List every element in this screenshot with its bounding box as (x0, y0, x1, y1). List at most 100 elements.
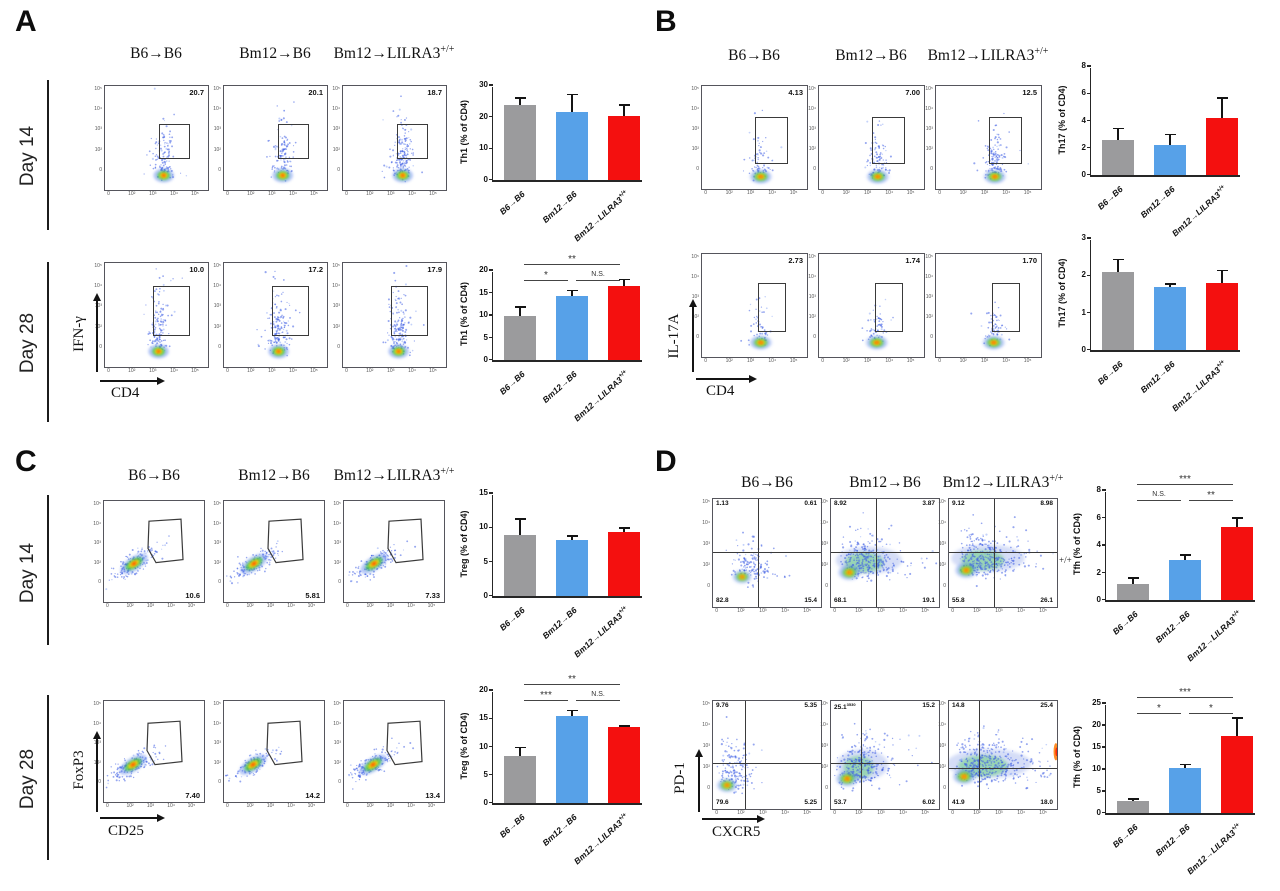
axis-tick-label: 10² (925, 145, 933, 152)
chart-plot-area: Th17 (% of CD4) 0 1 2 3 B6→B6 Bm12→B6 Bm12→LILR… (1057, 234, 1240, 413)
scatter-population (742, 109, 783, 184)
axis-tick (1102, 768, 1106, 770)
axis-tick-label: 10³ (266, 803, 275, 809)
axis-tick-label: 10⁵ (1023, 190, 1032, 196)
scatter-population (716, 716, 763, 795)
panel-letter: A (15, 5, 37, 38)
axis-tick-label: 0 (483, 591, 488, 600)
flow-plot: 17.2 10⁵ 10⁴ 10³ 10² 0 0 10² 10³ 10⁴ 10⁵ (213, 262, 328, 374)
chart-y-axis-label: Th17 (% of CD4) (1057, 258, 1067, 328)
flow-row: 10.0 10⁵ 10⁴ 10³ 10² 0 0 10² 10³ 10⁴ 10⁵ 17.2 10⁵ 10⁴… (94, 262, 447, 374)
axis-tick-label: 10⁴ (691, 106, 699, 113)
axis-tick-label: 10² (246, 603, 254, 609)
flow-x-axis-ticks: 0 10² 10³ 10⁴ 10⁵ (103, 804, 205, 812)
error-bar (1184, 764, 1186, 769)
axis-tick-label: 10⁴ (899, 608, 908, 614)
axis-tick-label: 3 (1081, 233, 1086, 242)
scatter-population (256, 270, 301, 359)
scatter-population (740, 296, 773, 350)
flow-plot: 7.33 10⁵ 10⁴ 10³ 10² 0 0 10² 10³ 10⁴ 10⁵ (333, 500, 445, 609)
error-bar (623, 527, 625, 533)
chart-plot-area: Th1 (% of CD4) 0 10 20 30 B6→B6 Bm12→B6 Bm12→LI… (459, 81, 642, 243)
chart-y-axis-label: Treg (% of CD4) (459, 510, 469, 578)
chart-y-axis-label: Th1 (% of CD4) (459, 282, 469, 346)
axis-tick-label: 10⁵ (332, 86, 340, 93)
flow-y-axis-ticks: 10⁵ 10⁴ 10³ 10² 0 (332, 500, 342, 603)
axis-tick-label: 10² (246, 803, 254, 809)
axis-tick-label: 0 (813, 165, 816, 172)
axis-tick-label: 10⁴ (408, 191, 416, 197)
group-label: B6→B6 (128, 467, 180, 485)
flow-y-axis-ticks: 10⁵ 10⁴ 10³ 10² 0 (212, 85, 222, 191)
axis-tick-label: 10⁵ (187, 803, 196, 809)
axis-tick (489, 526, 493, 529)
axis-tick-label: 10² (94, 323, 102, 330)
axis-tick (1102, 811, 1106, 813)
error-bar-cap (1112, 127, 1124, 130)
flow-plot: 10.6 10⁵ 10⁴ 10³ 10² 0 0 10² 10³ 10⁴ 10⁵ (93, 500, 205, 609)
significance-label: *** (1179, 474, 1191, 485)
axis-tick-label: 10⁴ (407, 803, 415, 809)
group-label: B6→B6 (497, 605, 527, 633)
axis-tick-label: 0 (345, 368, 348, 374)
group-label: Bm12→B6 (849, 474, 921, 492)
axis-tick-label: 0 (226, 191, 229, 197)
axis-tick (1087, 237, 1091, 239)
error-bar (623, 104, 625, 116)
gate-value: 7.00 (905, 88, 920, 97)
axis-tick-label: 10² (128, 368, 136, 374)
group-sup: +/+ (440, 466, 455, 477)
axis-tick (489, 492, 493, 494)
error-bar-cap (566, 535, 578, 537)
flow-row: 9.76 5.35 79.6 5.25 10⁵ 10⁴ 10³ 10² 0 0 10² 10³ 10⁴ 1… (702, 700, 1058, 816)
error-bar (519, 306, 521, 316)
axis-tick-label: 10² (691, 145, 699, 152)
flow-row: 2.73 10⁵ 10⁴ 10³ 10² 0 0 10² 10³ 10⁴ 10⁵ 1.74 10⁵ 10⁴… (691, 253, 1042, 364)
flow-x-axis-ticks: 0 10² 10³ 10⁴ 10⁵ (830, 811, 940, 819)
axis-tick-label: 10⁴ (332, 106, 340, 113)
axis-tick-label: 10³ (995, 810, 1003, 816)
flow-frame: 20.1 (223, 85, 328, 191)
axis-tick-label: 10⁴ (408, 368, 416, 374)
flow-x-axis-ticks: 0 10² 10³ 10⁴ 10⁵ (342, 192, 447, 200)
axis-tick (489, 269, 493, 271)
axis-tick-label: 10³ (938, 743, 946, 749)
axis-tick-label: 0 (226, 803, 229, 809)
axis-tick-label: 15 (479, 488, 488, 497)
day-divider-line (47, 80, 49, 230)
group-label: Bm12→B6 (540, 812, 579, 848)
axis-tick-label: 0 (338, 579, 341, 586)
significance-label: N.S. (1152, 491, 1166, 498)
axis-tick-label: 10⁴ (938, 520, 946, 527)
axis-tick-label: 0 (833, 608, 837, 614)
scatter-population (970, 301, 1011, 350)
axis-tick-label: 10⁵ (691, 86, 699, 93)
axis-tick-label: 10 (479, 310, 488, 319)
quad-value-tl: 8.92 (834, 500, 847, 507)
axis-tick-label: 10³ (213, 126, 221, 133)
gate-value: 12.5 (1022, 88, 1037, 97)
axis-tick-label: 0 (98, 779, 101, 786)
axis-tick (1102, 790, 1106, 792)
axis-tick-label: 10⁴ (768, 358, 777, 364)
flow-frame: 7.00 (818, 85, 925, 190)
axis-tick-label: 10⁵ (427, 803, 436, 809)
axis-tick-label: 15 (479, 287, 488, 297)
axis-tick (1102, 571, 1106, 574)
significance-label: * (1209, 703, 1213, 714)
axis-tick-label: 10² (973, 810, 981, 816)
group-label: Bm12→B6 (835, 47, 907, 65)
flow-y-axis-ticks: 10⁵ 10⁴ 10³ 10² 0 (924, 85, 934, 190)
scatter-population (226, 501, 324, 585)
axis-tick-label: 20 (479, 111, 488, 121)
panel-letter: C (15, 445, 37, 478)
chart-plot-area: Tfh (% of CD4) 0 2 4 6 8 B6→B6 Bm12→B6 Bm12→LILR… (1072, 475, 1255, 663)
significance-line (524, 280, 568, 282)
axis-tick-label: 10⁵ (925, 86, 933, 93)
axis-tick-label: 10⁵ (307, 603, 316, 609)
axis-tick-label: 10⁵ (808, 86, 816, 93)
gate-value: 10.0 (189, 265, 204, 274)
flow-y-axis-label: IFN-γ (71, 316, 87, 352)
quadrant-line-horizontal (831, 762, 939, 764)
day-divider-line (47, 262, 49, 422)
